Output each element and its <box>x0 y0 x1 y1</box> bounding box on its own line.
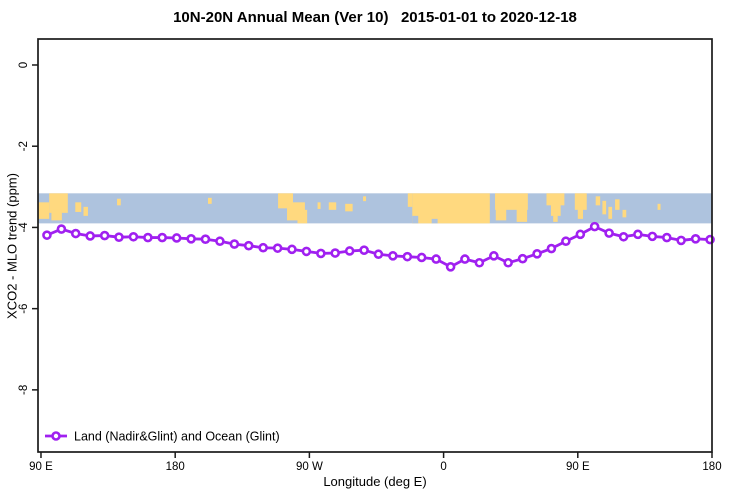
x-tick-label: 180 <box>702 461 721 473</box>
x-axis-label: Longitude (deg E) <box>323 474 427 489</box>
map-strip-land-patch <box>495 205 507 221</box>
map-strip-land-patch <box>595 196 601 206</box>
data-point <box>42 230 52 240</box>
data-point <box>388 251 398 261</box>
data-point <box>373 249 384 260</box>
x-tick-label: 90 E <box>566 461 590 473</box>
data-point <box>128 231 139 242</box>
y-tick-label: 0 <box>18 62 30 68</box>
data-point <box>301 246 312 257</box>
data-point <box>676 235 686 246</box>
data-point <box>258 242 268 253</box>
data-point <box>330 248 340 258</box>
map-strip-land-patch <box>412 193 490 224</box>
data-point <box>229 239 240 249</box>
data-point <box>575 229 586 240</box>
data-point <box>402 251 413 262</box>
map-strip-land-patch <box>49 193 68 213</box>
data-point <box>215 236 225 247</box>
data-point <box>171 233 182 243</box>
map-strip-land-patch <box>407 193 413 207</box>
data-point <box>200 234 211 245</box>
map-strip-land-patch <box>51 209 62 221</box>
map-strip-ocean-notch <box>412 215 419 224</box>
x-tick-label: 0 <box>440 461 446 473</box>
y-axis-label: XCO2 - MLO trend (ppm) <box>4 173 20 319</box>
data-point <box>618 231 629 242</box>
map-strip-land-patch <box>657 203 661 210</box>
map-strip-land-patch <box>317 202 321 209</box>
data-point <box>56 224 67 234</box>
data-point <box>431 254 441 264</box>
data-point <box>85 231 95 241</box>
y-tick-label: -4 <box>18 222 30 233</box>
chart-title: 10N-20N Annual Mean (Ver 10) 2015-01-01 … <box>173 9 577 26</box>
data-point <box>99 230 110 241</box>
data-point <box>503 257 513 268</box>
map-strip-land-patch <box>207 197 212 204</box>
data-point <box>416 252 427 263</box>
data-point <box>157 232 168 243</box>
data-point <box>272 243 283 253</box>
map-strip-land-patch <box>297 209 308 224</box>
data-point <box>647 231 658 242</box>
legend-marker <box>51 431 61 441</box>
data-point <box>445 262 456 272</box>
map-strip-ocean-notch <box>431 218 438 224</box>
data-point <box>474 257 485 268</box>
data-point <box>517 253 528 264</box>
map-strip-land-patch <box>622 209 627 218</box>
map-strip-land-patch <box>83 206 88 216</box>
data-point <box>243 240 254 251</box>
data-point <box>359 245 369 255</box>
x-tick-label: 90 W <box>296 461 323 473</box>
data-point <box>316 248 326 259</box>
data-point <box>690 233 701 244</box>
data-point <box>186 233 196 244</box>
x-tick-label: 90 E <box>29 461 53 473</box>
legend-label: Land (Nadir&Glint) and Ocean (Glint) <box>74 430 280 444</box>
data-point <box>633 229 643 240</box>
data-point <box>460 254 470 264</box>
data-point <box>114 232 124 242</box>
map-strip-land-patch <box>328 202 337 210</box>
y-tick-label: -6 <box>18 304 30 314</box>
data-point <box>489 251 499 261</box>
data-point <box>70 228 81 239</box>
map-strip-land-patch <box>577 206 584 219</box>
data-point <box>143 232 153 243</box>
map-strip-land-patch <box>75 202 82 212</box>
y-tick-label: -8 <box>18 385 30 395</box>
map-strip-land-patch <box>363 196 367 202</box>
map-strip-land-patch <box>345 203 353 212</box>
data-point <box>546 243 557 254</box>
map-strip-land-patch <box>117 198 121 206</box>
y-tick-label: -2 <box>18 141 30 151</box>
plot-border <box>37 38 713 453</box>
map-strip-land-patch <box>550 202 561 216</box>
data-point <box>287 244 297 255</box>
map-strip-land-patch <box>38 202 50 219</box>
x-tick-label: 180 <box>166 461 185 473</box>
data-point <box>604 228 614 238</box>
map-strip-land-patch <box>574 193 587 210</box>
data-point <box>532 249 542 259</box>
data-point <box>662 232 672 243</box>
data-point <box>589 221 600 232</box>
data-point <box>344 246 355 256</box>
map-strip-land-patch <box>602 200 607 215</box>
map-strip-land-patch <box>516 205 528 222</box>
map-strip-land-patch <box>615 199 620 210</box>
data-point <box>561 236 571 247</box>
map-strip-land-patch <box>553 211 558 222</box>
map-strip-land-patch <box>608 206 613 219</box>
